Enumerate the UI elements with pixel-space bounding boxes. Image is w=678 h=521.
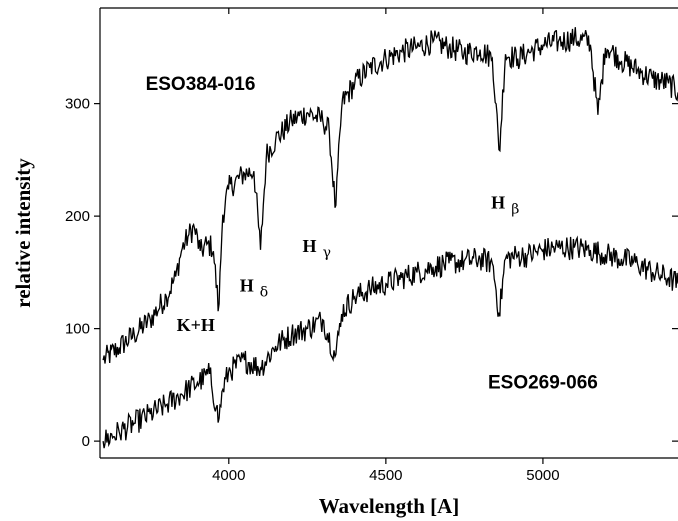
spectrum-line-eso269-066 [102, 235, 678, 449]
spectrum-line-eso384-016 [102, 27, 678, 364]
x-axis-title: Wavelength [A] [319, 494, 460, 518]
x-axis-ticks: 4000 4500 5000 [212, 8, 560, 484]
series-label-eso384-016: ESO384-016 [146, 74, 256, 95]
y-tick-label: 300 [65, 96, 90, 113]
spectral-line-subscript: δ [260, 285, 268, 301]
series-label-eso269-066: ESO269-066 [488, 372, 598, 393]
series-layer [102, 27, 678, 449]
spectral-line-label: K+H [177, 315, 215, 335]
annotation-layer: ESO384-016 ESO269-066 K+H H δ H γ H β [146, 74, 598, 393]
x-tick-label: 4500 [369, 467, 402, 484]
y-axis-ticks: 0 100 200 300 [65, 96, 678, 450]
y-tick-label: 0 [82, 433, 90, 450]
x-tick-label: 4000 [212, 467, 245, 484]
plot-frame [99, 7, 678, 459]
y-tick-label: 100 [65, 321, 90, 338]
spectral-line-subscript: γ [323, 245, 331, 261]
x-tick-label: 5000 [526, 467, 559, 484]
y-axis-title: relative intensity [11, 158, 35, 308]
spectral-line-subscript: β [511, 201, 519, 217]
y-tick-label: 200 [65, 208, 90, 225]
